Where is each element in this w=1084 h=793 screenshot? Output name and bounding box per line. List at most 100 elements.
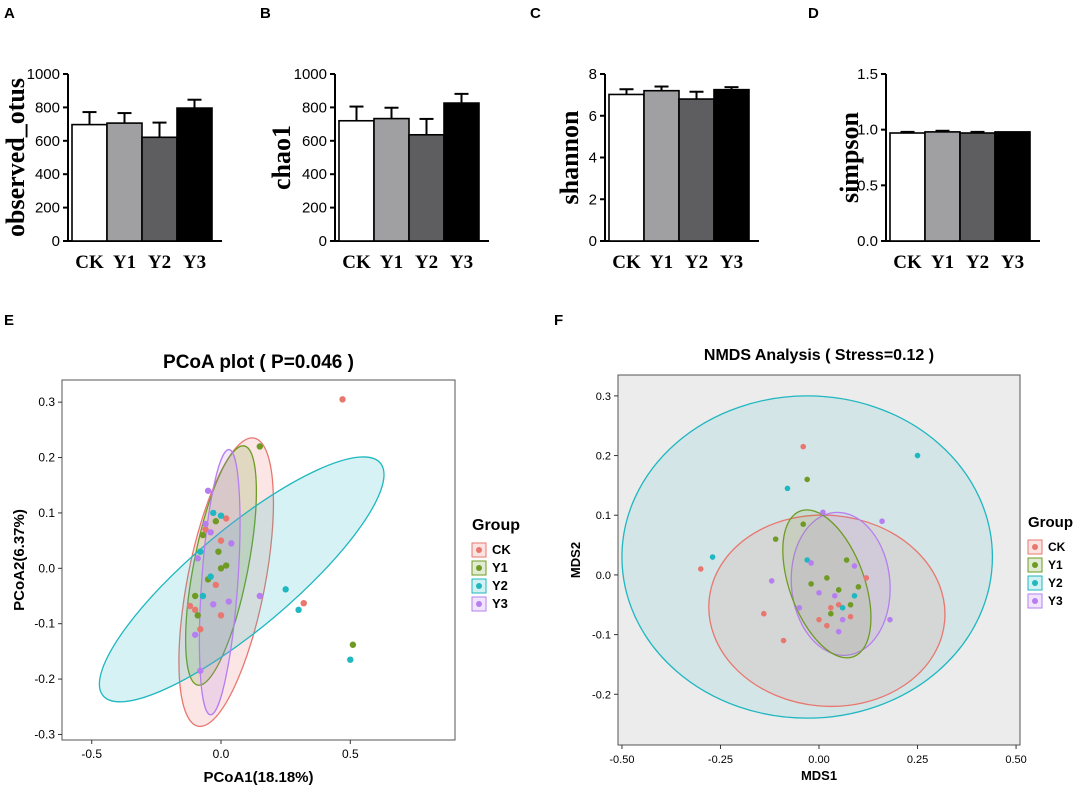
legend-label-ck: CK [492, 542, 511, 557]
point-y2 [851, 593, 858, 599]
y-tick-label: 0.0 [38, 561, 55, 575]
point-y1 [199, 531, 207, 539]
point-y2 [207, 573, 214, 580]
point-y3 [191, 631, 199, 638]
bar-ck [608, 93, 645, 242]
y-tick-label: 0.0 [596, 570, 611, 582]
x-tick-label: 0.5 [342, 747, 359, 761]
x-tick-label: 0.25 [907, 754, 928, 766]
point-y1 [217, 565, 225, 572]
point-y1 [828, 610, 834, 617]
point-y1 [222, 562, 230, 569]
point-y3 [839, 616, 846, 623]
point-ck [828, 604, 834, 611]
y-tick-label: -0.1 [34, 617, 55, 631]
y-tick-label: -0.2 [592, 689, 611, 701]
x-tick-label: Y3 [450, 252, 473, 273]
point-y2 [839, 604, 846, 611]
bar-chart-simpson: 0.0 0.5 1.0 1.5 CK Y1 Y2 Y3 simpson [835, 66, 1040, 273]
point-ck [300, 600, 307, 607]
point-y2 [282, 586, 289, 593]
chart-title: PCoA plot ( P=0.046 ) [163, 352, 354, 373]
ellipse-y3 [790, 511, 891, 656]
point-y1 [804, 476, 810, 483]
x-tick-label: Y1 [113, 252, 136, 273]
y-tick-label: -0.2 [34, 672, 55, 686]
legend-symbol-y3 [476, 601, 482, 607]
y-tick-label: 0.1 [596, 510, 611, 522]
ellipse-y2 [98, 456, 385, 703]
y-tick-label: -0.3 [34, 727, 55, 741]
point-y3 [808, 560, 814, 566]
point-y1 [215, 548, 222, 555]
point-y3 [256, 592, 263, 600]
nmds-plot: -0.50 -0.25 0.00 0.25 0.50 -0.2 -0.1 0.0 0.1 0.2 0… [568, 347, 1073, 783]
point-y3 [831, 593, 838, 599]
ellipse-y3 [198, 448, 241, 716]
point-y1 [772, 536, 779, 542]
bar-ck [71, 123, 108, 242]
point-y1 [194, 612, 201, 619]
y-axis-label: shannon [555, 110, 584, 204]
x-axis-label: MDS1 [801, 768, 837, 783]
legend-symbol-ck [476, 547, 482, 553]
x-tick-label: CK [893, 252, 922, 273]
point-ck [222, 515, 230, 522]
y-tick-label: 0 [589, 233, 597, 250]
y-tick-label: 0 [52, 233, 60, 250]
point-y3 [197, 667, 204, 674]
y-tick-label: 1000 [27, 66, 60, 83]
x-tick-label: -0.5 [81, 747, 102, 761]
point-y3 [796, 604, 803, 611]
point-ck [186, 602, 194, 610]
bar-ck [889, 132, 926, 242]
y-tick-label: 400 [35, 166, 60, 183]
bar-y3 [443, 102, 480, 242]
x-axis-label: PCoA1(18.18%) [203, 769, 313, 786]
x-tick-label: -0.25 [708, 754, 733, 766]
point-ck [212, 581, 220, 589]
point-ck [835, 601, 842, 608]
bar-y1 [924, 131, 961, 242]
bar-y1 [106, 122, 143, 242]
bar-ck [338, 119, 375, 242]
x-tick-label: 0.0 [213, 747, 230, 761]
y-axis-label: observed_otus [1, 78, 30, 237]
point-y2 [804, 557, 810, 563]
panel-label-c: C [530, 5, 541, 22]
legend-label-y2: Y2 [492, 578, 508, 593]
legend-label-y1: Y1 [492, 560, 508, 575]
point-y1 [191, 592, 199, 600]
y-tick-label: 800 [35, 99, 60, 116]
point-y1 [847, 601, 854, 608]
point-y3 [225, 598, 232, 605]
point-y2 [217, 512, 225, 519]
point-y1 [800, 521, 807, 527]
point-y3 [851, 563, 858, 569]
point-ck [339, 396, 346, 403]
legend-title: Group [1028, 514, 1073, 531]
bar-y3 [713, 88, 750, 242]
y-tick-label: 1.0 [857, 122, 878, 139]
point-y2 [210, 509, 217, 517]
x-tick-label: Y3 [720, 252, 743, 273]
point-y1 [824, 575, 830, 581]
point-y3 [816, 590, 822, 596]
point-y3 [768, 578, 775, 584]
pcoa-plot: -0.5 0.0 0.5 -0.3 -0.2 -0.1 0.0 0.1 0.2 0.3 PCoA p… [11, 352, 520, 786]
point-ck [780, 637, 787, 644]
y-tick-label: 2 [589, 191, 597, 208]
point-ck [202, 526, 209, 533]
panel-label-e: E [4, 312, 14, 329]
point-y1 [843, 557, 850, 563]
ellipse-layer [98, 437, 385, 728]
y-tick-label: -0.1 [592, 630, 611, 642]
bar-chart-chao1: 0 200 400 600 800 1000 CK Y1 Y2 Y3 chao1 [267, 66, 489, 273]
panel-label-a: A [4, 5, 15, 22]
x-tick-label: Y2 [148, 252, 171, 273]
bar-y1 [373, 117, 410, 242]
x-tick-label: Y1 [650, 252, 673, 273]
x-tick-label: Y2 [685, 252, 708, 273]
x-tick-label: Y1 [931, 252, 954, 273]
ellipse-y1 [782, 509, 872, 659]
